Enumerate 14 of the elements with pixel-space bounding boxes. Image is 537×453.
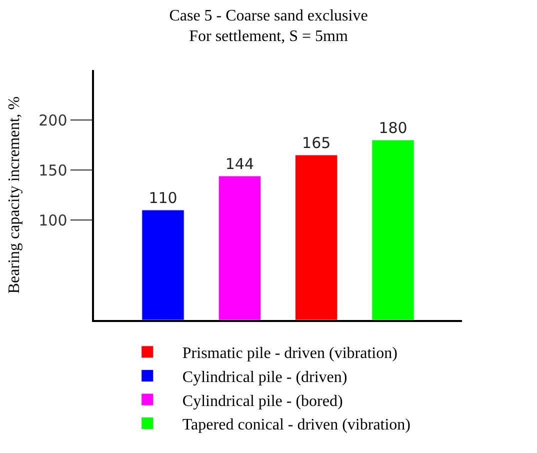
data-label: 110 (148, 189, 178, 207)
legend-label: Prismatic pile - driven (vibration) (182, 345, 398, 362)
y-axis-title: Bearing capacity increment, % (6, 96, 24, 294)
data-label: 144 (225, 155, 254, 173)
legend-label: Cylindrical pile - (bored) (182, 392, 343, 410)
legend-label: Tapered conical - driven (vibration) (182, 416, 411, 434)
y-tick-label: 100 (38, 211, 68, 230)
y-tick-label: 200 (38, 111, 68, 130)
data-label: 165 (302, 134, 331, 152)
legend-label: Cylindrical pile - (driven) (182, 368, 348, 386)
y-tick-label: 150 (38, 161, 68, 180)
data-label: 180 (378, 119, 408, 137)
chart-subtitle: For settlement, S = 5mm (189, 28, 348, 46)
chart-title: Case 5 - Coarse sand exclusive (169, 7, 368, 24)
